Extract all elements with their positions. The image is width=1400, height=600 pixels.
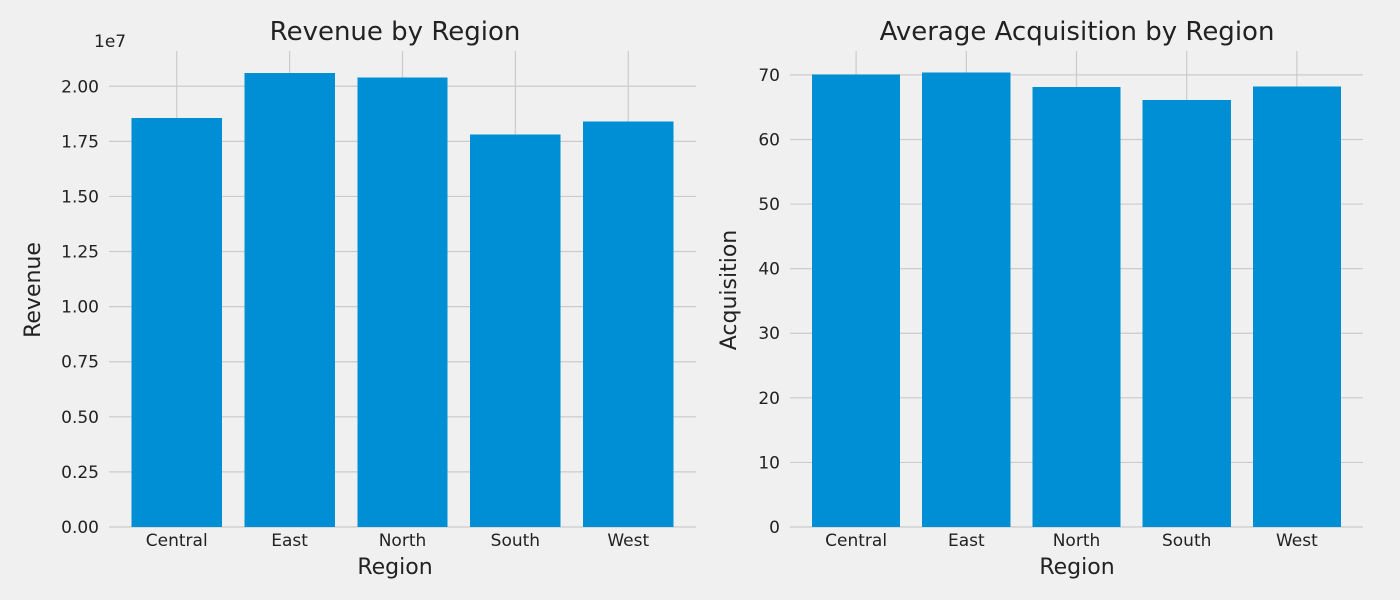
revenue-bars <box>131 73 674 528</box>
acquisition-y-ticks: 0 10 20 30 40 50 60 70 <box>758 66 780 538</box>
acquisition-y-tick-label: 40 <box>758 260 780 280</box>
revenue-x-tick-label-west: West <box>607 531 649 551</box>
acquisition-bar-north <box>1032 87 1121 528</box>
revenue-bar-east <box>244 73 335 527</box>
acquisition-y-tick-label: 70 <box>758 66 780 86</box>
acquisition-x-tick-label-west: West <box>1276 531 1318 551</box>
revenue-x-tick-label-east: East <box>271 531 308 551</box>
acquisition-y-tick-label: 0 <box>769 518 780 538</box>
revenue-y-tick-label: 1.75 <box>61 132 99 152</box>
revenue-x-tick-label-north: North <box>379 531 427 551</box>
acquisition-y-axis-label: Acquisition <box>717 230 742 351</box>
revenue-bar-south <box>470 134 561 528</box>
revenue-y-ticks: 0.00 0.25 0.50 0.75 1.00 1.25 1.50 1.75 2.00 <box>61 77 99 538</box>
acquisition-x-tick-label-east: East <box>948 531 985 551</box>
acquisition-x-tick-label-central: Central <box>825 531 887 551</box>
acquisition-bar-east <box>922 72 1011 528</box>
revenue-y-axis-label: Revenue <box>21 242 46 338</box>
acquisition-bar-west <box>1252 86 1341 527</box>
revenue-offset-label: 1e7 <box>94 32 126 52</box>
acquisition-chart-title: Average Acquisition by Region <box>880 17 1275 47</box>
revenue-y-tick-label: 1.50 <box>61 187 99 207</box>
revenue-y-tick-label: 0.75 <box>61 353 99 373</box>
acquisition-bars <box>812 72 1341 528</box>
revenue-chart-title: Revenue by Region <box>270 17 521 47</box>
acquisition-y-tick-label: 10 <box>758 453 780 473</box>
acquisition-x-axis-label: Region <box>1039 555 1114 580</box>
acquisition-x-tick-label-north: North <box>1053 531 1101 551</box>
revenue-y-tick-label: 1.25 <box>61 243 99 263</box>
acquisition-chart: 0 10 20 30 40 50 60 70 Central East North South Wes… <box>717 17 1363 580</box>
acquisition-y-tick-label: 20 <box>758 389 780 409</box>
revenue-bar-north <box>357 77 448 527</box>
acquisition-y-tick-label: 30 <box>758 324 780 344</box>
acquisition-bar-central <box>812 74 901 528</box>
revenue-bar-west <box>583 121 674 527</box>
revenue-chart: 0.00 0.25 0.50 0.75 1.00 1.25 1.50 1.75 2.00 Cen… <box>21 17 696 580</box>
revenue-y-tick-label: 1.00 <box>61 298 99 318</box>
acquisition-x-ticks: Central East North South West <box>825 531 1318 551</box>
revenue-x-ticks: Central East North South West <box>146 531 650 551</box>
revenue-y-tick-label: 0.50 <box>61 408 99 428</box>
revenue-y-tick-label: 0.00 <box>61 518 99 538</box>
revenue-x-tick-label-south: South <box>491 531 540 551</box>
revenue-y-tick-label: 2.00 <box>61 77 99 97</box>
acquisition-y-tick-label: 50 <box>758 195 780 215</box>
acquisition-x-tick-label-south: South <box>1162 531 1211 551</box>
revenue-x-axis-label: Region <box>357 555 432 580</box>
acquisition-y-tick-label: 60 <box>758 130 780 150</box>
revenue-y-tick-label: 0.25 <box>61 463 99 483</box>
acquisition-bar-south <box>1142 100 1231 527</box>
revenue-x-tick-label-central: Central <box>146 531 208 551</box>
revenue-bar-central <box>131 118 222 528</box>
